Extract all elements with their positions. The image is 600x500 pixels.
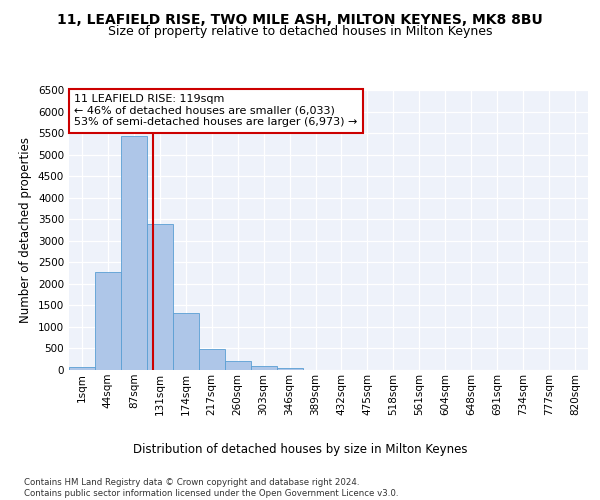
Text: Size of property relative to detached houses in Milton Keynes: Size of property relative to detached ho… (108, 25, 492, 38)
Y-axis label: Number of detached properties: Number of detached properties (19, 137, 32, 323)
Bar (147, 224, 173, 370)
Bar (199, 349, 224, 370)
Text: Distribution of detached houses by size in Milton Keynes: Distribution of detached houses by size … (133, 442, 467, 456)
Bar (251, 366, 277, 370)
Bar (173, 313, 199, 370)
Bar (121, 136, 147, 370)
Bar (277, 368, 302, 370)
Bar (95, 272, 121, 370)
Text: 11, LEAFIELD RISE, TWO MILE ASH, MILTON KEYNES, MK8 8BU: 11, LEAFIELD RISE, TWO MILE ASH, MILTON … (57, 12, 543, 26)
Bar (225, 361, 251, 370)
Text: 11 LEAFIELD RISE: 119sqm
← 46% of detached houses are smaller (6,033)
53% of sem: 11 LEAFIELD RISE: 119sqm ← 46% of detach… (74, 94, 358, 128)
Text: Contains HM Land Registry data © Crown copyright and database right 2024.
Contai: Contains HM Land Registry data © Crown c… (24, 478, 398, 498)
Bar (69, 367, 95, 370)
